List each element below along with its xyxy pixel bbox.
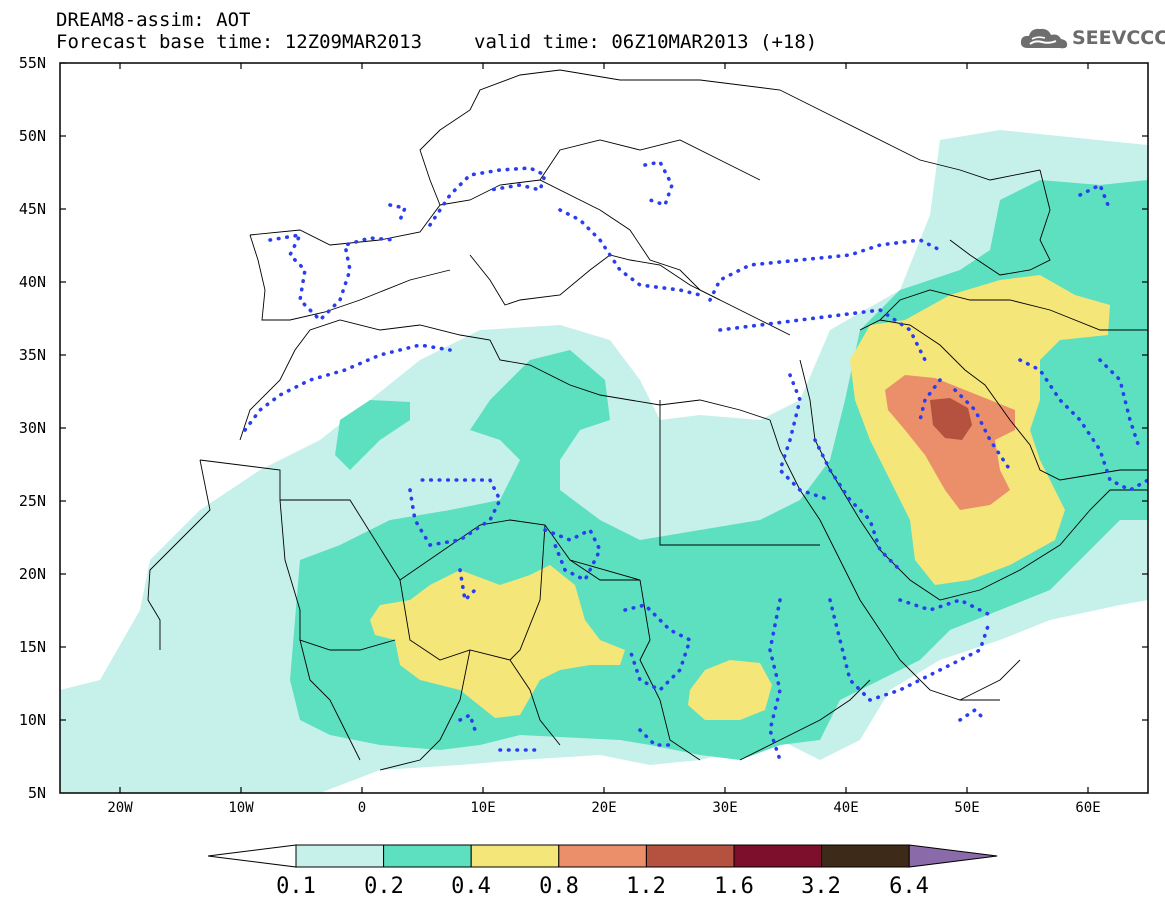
lon-label: 40E (833, 800, 858, 816)
colorbar-cell (821, 844, 910, 868)
title-text: DREAM8-assim: AOT (56, 9, 251, 31)
lat-label: 55N (19, 54, 46, 72)
colorbar-label: 0.4 (451, 874, 491, 899)
colorbar-label: 1.2 (626, 874, 666, 899)
colorbar-arrow-high (908, 844, 998, 868)
colorbar-label: 0.1 (276, 874, 316, 899)
valid-time: valid time: 06Z10MAR2013 (+18) (474, 31, 818, 53)
lon-label: 20W (107, 800, 133, 816)
lat-ticks (60, 62, 1148, 721)
lat-label: 50N (19, 127, 46, 145)
lon-label: 10W (228, 800, 254, 816)
colorbar-label: 0.2 (364, 874, 404, 899)
lat-label: 30N (19, 419, 46, 437)
aot-region-0.4-sahel (370, 565, 625, 718)
cloud-icon (1020, 28, 1068, 49)
lon-labels: 20W 10W 0 10E 20E 30E 40E 50E 60E (107, 800, 1100, 816)
aot-region-0.2-west (335, 400, 410, 470)
colorbar-cell (645, 844, 735, 868)
lat-label: 45N (19, 200, 46, 218)
lat-label: 15N (19, 638, 46, 656)
country-borders (147, 69, 1148, 771)
lat-label: 10N (19, 711, 46, 729)
colorbar-cell (295, 844, 385, 868)
logo-text: SEEVCCC (1072, 27, 1165, 49)
aot-region-0.8 (885, 375, 1015, 510)
lon-label: 50E (954, 800, 979, 816)
lon-label: 10E (470, 800, 495, 816)
colorbar-label: 1.6 (714, 874, 754, 899)
lon-label: 60E (1075, 800, 1100, 816)
colorbar-cell (733, 844, 823, 868)
lat-label: 35N (19, 346, 46, 364)
lon-label: 0 (358, 800, 366, 816)
colorbar-cell (558, 844, 647, 868)
lat-label: 40N (19, 273, 46, 291)
aot-region-0.4-sudan (688, 660, 772, 720)
lat-label: 25N (19, 492, 46, 510)
colorbar-cell (383, 844, 472, 868)
map-title: DREAM8-assim: AOT (56, 10, 250, 30)
aot-fields (60, 130, 1148, 793)
colorbar-label: 3.2 (801, 874, 841, 899)
colorbar-label: 6.4 (889, 874, 929, 899)
colorbar-cell (470, 844, 560, 868)
colorbar-arrow-low (207, 844, 297, 868)
lat-label: 5N (28, 784, 46, 802)
lon-label: 30E (712, 800, 737, 816)
lat-labels: 55N 50N 45N 40N 35N 30N 25N 20N 15N 10N … (19, 54, 46, 802)
colorbar-label: 0.8 (539, 874, 579, 899)
lon-label: 20E (591, 800, 616, 816)
colorbar-labels: 0.1 0.2 0.4 0.8 1.2 1.6 3.2 6.4 (276, 874, 929, 899)
observation-contours (243, 159, 1148, 762)
colorbar: 0.1 0.2 0.4 0.8 1.2 1.6 3.2 6.4 (207, 844, 998, 899)
base-time: Forecast base time: 12Z09MAR2013 (56, 31, 423, 53)
lat-label: 20N (19, 565, 46, 583)
seevccc-logo: SEEVCCC (1018, 24, 1165, 52)
time-info: Forecast base time: 12Z09MAR2013 valid ti… (56, 32, 817, 52)
lon-ticks (119, 63, 1089, 793)
aot-region-1.2 (930, 398, 972, 440)
